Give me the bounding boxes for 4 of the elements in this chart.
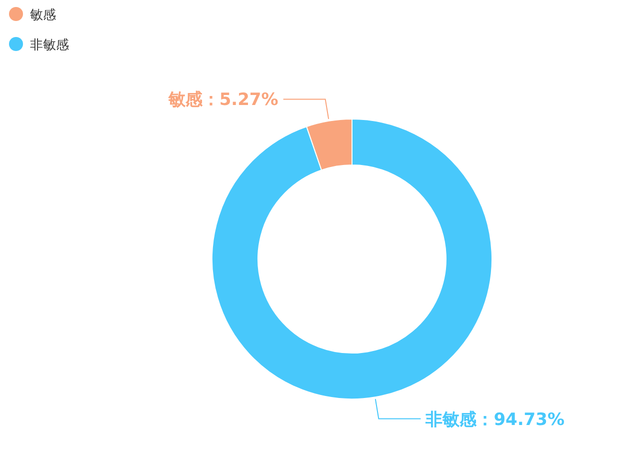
data-label: 非敏感：94.73%	[424, 410, 565, 430]
legend-label: 敏感	[30, 8, 56, 23]
legend-label: 非敏感	[30, 38, 69, 53]
data-label: 敏感：5.27%	[167, 90, 278, 110]
